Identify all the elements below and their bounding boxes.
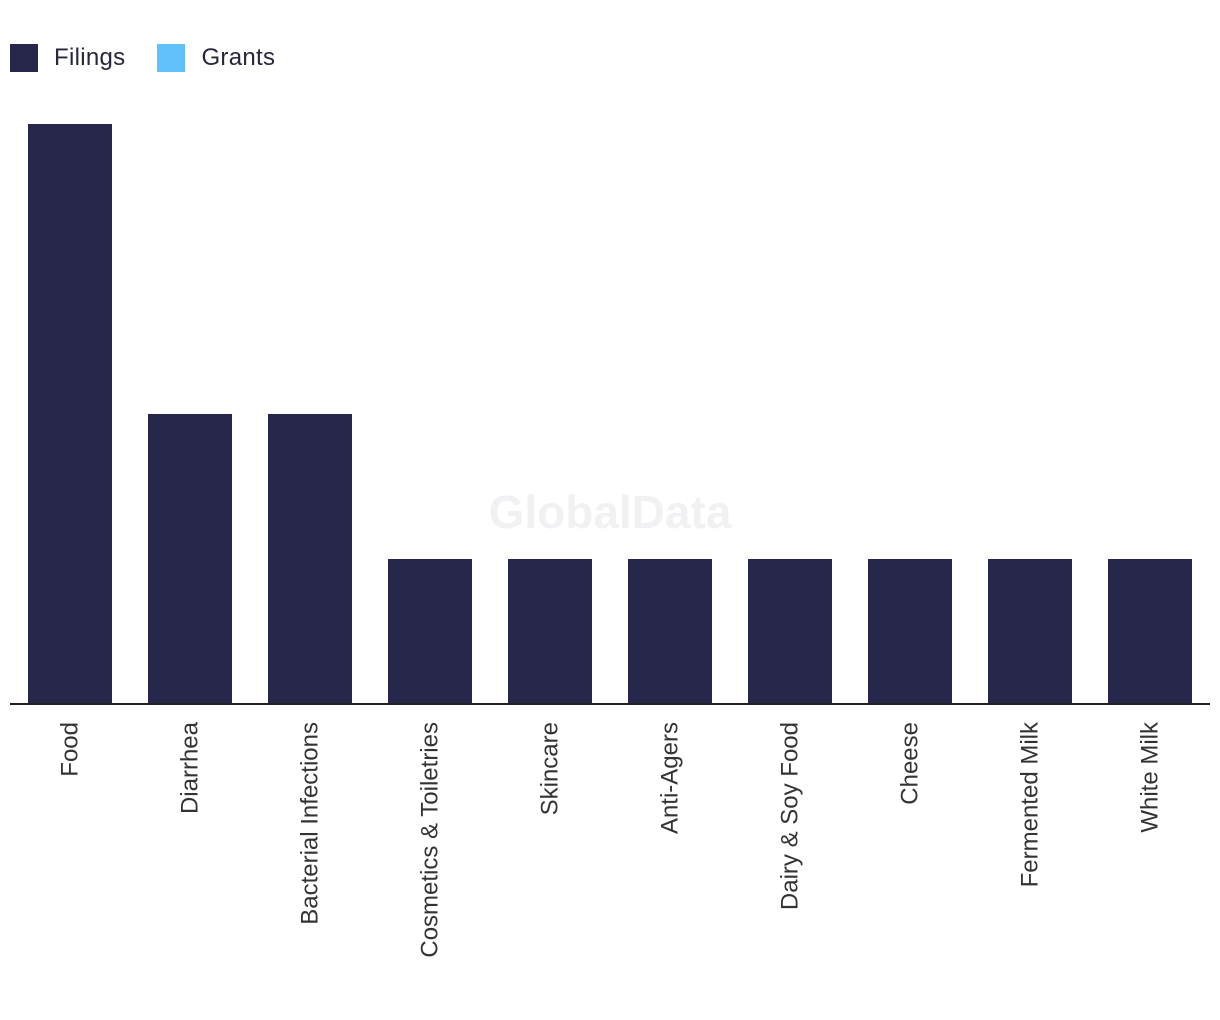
bar-skincare[interactable]	[508, 559, 592, 704]
bar-dairy-and-soy-food[interactable]	[748, 559, 832, 704]
x-tick-label-cosmetics-and-toiletries: Cosmetics & Toiletries	[417, 722, 444, 958]
chart-legend: Filings Grants	[10, 40, 307, 76]
x-tick-label-dairy-and-soy-food: Dairy & Soy Food	[777, 722, 804, 910]
x-tick-label-skincare: Skincare	[537, 722, 564, 815]
x-tick-label-fermented-milk: Fermented Milk	[1017, 721, 1044, 887]
legend-swatch-filings	[10, 44, 38, 72]
bar-fermented-milk[interactable]	[988, 559, 1072, 704]
bars-group	[28, 124, 1192, 704]
x-tick-label-cheese: Cheese	[897, 722, 924, 805]
bar-anti-agers[interactable]	[628, 559, 712, 704]
legend-label-filings: Filings	[54, 44, 126, 71]
bar-diarrhea[interactable]	[148, 414, 232, 704]
legend-item-grants[interactable]: Grants	[157, 44, 275, 72]
x-tick-label-bacterial-infections: Bacterial Infections	[297, 722, 324, 925]
x-tick-label-food: Food	[57, 722, 84, 777]
x-tick-label-diarrhea: Diarrhea	[177, 721, 204, 814]
legend-label-grants: Grants	[201, 44, 276, 71]
x-tick-label-white-milk: White Milk	[1137, 721, 1164, 833]
legend-swatch-grants	[157, 44, 186, 72]
bar-cosmetics-and-toiletries[interactable]	[388, 559, 472, 704]
bar-bacterial-infections[interactable]	[268, 414, 352, 704]
watermark-text: GlobalData	[489, 486, 732, 538]
legend-item-filings[interactable]: Filings	[10, 44, 125, 72]
bar-white-milk[interactable]	[1108, 559, 1192, 704]
bar-cheese[interactable]	[868, 559, 952, 704]
x-tick-labels: Food Diarrhea Bacterial Infections Cosmetic…	[57, 721, 1164, 958]
x-tick-label-anti-agers: Anti-Agers	[657, 722, 684, 834]
bar-food[interactable]	[28, 124, 112, 704]
